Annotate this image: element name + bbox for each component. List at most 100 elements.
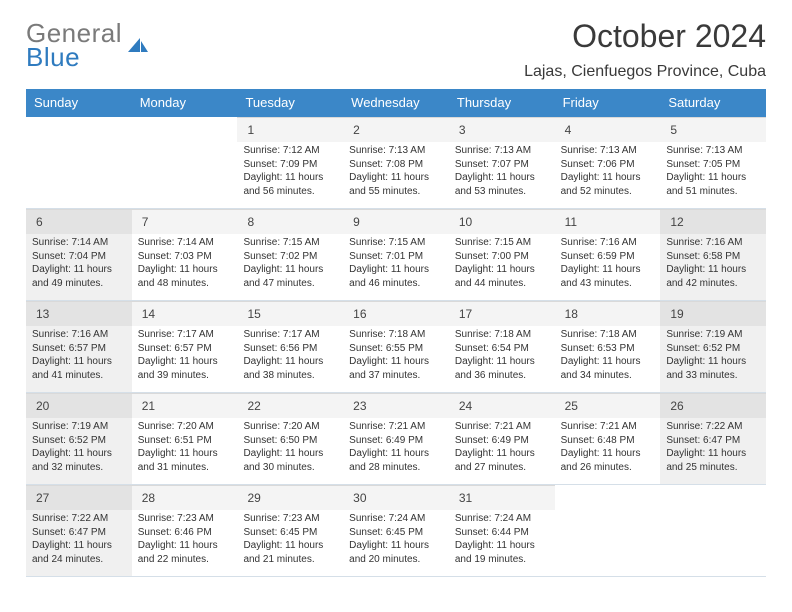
- logo: General Blue: [26, 20, 150, 69]
- daylight-text: Daylight: 11 hours and 37 minutes.: [349, 355, 443, 382]
- day-number: 26: [668, 397, 758, 415]
- day-cell: 30 Sunrise: 7:24 AMSunset: 6:45 PMDayligh…: [343, 485, 449, 576]
- logo-text: General Blue: [26, 20, 122, 69]
- day-number-bar: 21: [132, 394, 238, 418]
- day-number: 4: [563, 121, 653, 139]
- sunrise-text: Sunrise: 7:20 AM: [243, 420, 337, 434]
- daylight-text: Daylight: 11 hours and 53 minutes.: [455, 171, 549, 198]
- day-number: 23: [351, 397, 441, 415]
- sunrise-text: Sunrise: 7:14 AM: [138, 236, 232, 250]
- sunrise-text: Sunrise: 7:15 AM: [243, 236, 337, 250]
- daylight-text: Daylight: 11 hours and 33 minutes.: [666, 355, 760, 382]
- day-info: Sunrise: 7:17 AMSunset: 6:56 PMDaylight:…: [243, 328, 337, 382]
- daylight-text: Daylight: 11 hours and 20 minutes.: [349, 539, 443, 566]
- weekday-header-row: Sunday Monday Tuesday Wednesday Thursday…: [26, 89, 766, 117]
- day-info: Sunrise: 7:21 AMSunset: 6:48 PMDaylight:…: [561, 420, 655, 474]
- day-info: Sunrise: 7:20 AMSunset: 6:50 PMDaylight:…: [243, 420, 337, 474]
- sunset-text: Sunset: 6:47 PM: [666, 434, 760, 448]
- page-header: General Blue October 2024 Lajas, Cienfue…: [26, 18, 766, 81]
- sunrise-text: Sunrise: 7:18 AM: [349, 328, 443, 342]
- week-row: 27Sunrise: 7:22 AMSunset: 6:47 PMDayligh…: [26, 485, 766, 577]
- daylight-text: Daylight: 11 hours and 27 minutes.: [455, 447, 549, 474]
- day-info: Sunrise: 7:22 AMSunset: 6:47 PMDaylight:…: [666, 420, 760, 474]
- day-info: Sunrise: 7:13 AMSunset: 7:08 PMDaylight:…: [349, 144, 443, 198]
- sunrise-text: Sunrise: 7:16 AM: [32, 328, 126, 342]
- day-info: Sunrise: 7:21 AMSunset: 6:49 PMDaylight:…: [455, 420, 549, 474]
- day-number: 11: [563, 213, 653, 231]
- day-cell-empty: [132, 117, 238, 208]
- sunrise-text: Sunrise: 7:18 AM: [561, 328, 655, 342]
- sunset-text: Sunset: 7:05 PM: [666, 158, 760, 172]
- day-number: 10: [457, 213, 547, 231]
- daylight-text: Daylight: 11 hours and 39 minutes.: [138, 355, 232, 382]
- location-text: Lajas, Cienfuegos Province, Cuba: [524, 63, 766, 81]
- sunrise-text: Sunrise: 7:18 AM: [455, 328, 549, 342]
- daylight-text: Daylight: 11 hours and 21 minutes.: [243, 539, 337, 566]
- weekday-monday: Monday: [132, 89, 238, 117]
- day-number: 2: [351, 121, 441, 139]
- sunrise-text: Sunrise: 7:23 AM: [138, 512, 232, 526]
- day-number: 7: [140, 213, 230, 231]
- sunrise-text: Sunrise: 7:23 AM: [243, 512, 337, 526]
- sunset-text: Sunset: 6:44 PM: [455, 526, 549, 540]
- day-cell: 14Sunrise: 7:17 AMSunset: 6:57 PMDayligh…: [132, 301, 238, 392]
- day-info: Sunrise: 7:24 AMSunset: 6:45 PMDaylight:…: [349, 512, 443, 566]
- day-info: Sunrise: 7:14 AMSunset: 7:04 PMDaylight:…: [32, 236, 126, 290]
- day-cell-empty: [660, 485, 766, 576]
- day-number-bar: 9: [343, 210, 449, 234]
- sunset-text: Sunset: 6:48 PM: [561, 434, 655, 448]
- day-cell: 27Sunrise: 7:22 AMSunset: 6:47 PMDayligh…: [26, 485, 132, 576]
- day-cell: 15 Sunrise: 7:17 AMSunset: 6:56 PMDayligh…: [237, 301, 343, 392]
- day-number-bar: 23: [343, 394, 449, 418]
- day-number-bar: 31: [449, 486, 555, 510]
- weekday-sunday: Sunday: [26, 89, 132, 117]
- daylight-text: Daylight: 11 hours and 31 minutes.: [138, 447, 232, 474]
- day-cell: 4 Sunrise: 7:13 AMSunset: 7:06 PMDaylight…: [555, 117, 661, 208]
- daylight-text: Daylight: 11 hours and 34 minutes.: [561, 355, 655, 382]
- sunrise-text: Sunrise: 7:24 AM: [349, 512, 443, 526]
- day-number: 18: [563, 305, 653, 323]
- sunrise-text: Sunrise: 7:22 AM: [32, 512, 126, 526]
- day-info: Sunrise: 7:24 AMSunset: 6:44 PMDaylight:…: [455, 512, 549, 566]
- day-number-bar: 26: [660, 394, 766, 418]
- day-number: 31: [457, 489, 547, 507]
- day-cell: 20Sunrise: 7:19 AMSunset: 6:52 PMDayligh…: [26, 393, 132, 484]
- day-number-bar: 17: [449, 302, 555, 326]
- weekday-tuesday: Tuesday: [237, 89, 343, 117]
- day-number: 27: [34, 489, 124, 507]
- day-cell: 28Sunrise: 7:23 AMSunset: 6:46 PMDayligh…: [132, 485, 238, 576]
- day-info: Sunrise: 7:19 AMSunset: 6:52 PMDaylight:…: [32, 420, 126, 474]
- sunset-text: Sunset: 7:04 PM: [32, 250, 126, 264]
- day-number: 28: [140, 489, 230, 507]
- sail-icon: [126, 36, 150, 54]
- day-number: 25: [563, 397, 653, 415]
- day-number: 1: [245, 121, 335, 139]
- day-number: 12: [668, 213, 758, 231]
- day-number-bar: 6: [26, 210, 132, 234]
- sunrise-text: Sunrise: 7:13 AM: [561, 144, 655, 158]
- day-number-bar: 5: [660, 118, 766, 142]
- day-number-bar: 20: [26, 394, 132, 418]
- day-cell: 21Sunrise: 7:20 AMSunset: 6:51 PMDayligh…: [132, 393, 238, 484]
- day-number-bar: 10: [449, 210, 555, 234]
- day-number: 30: [351, 489, 441, 507]
- day-number: 6: [34, 213, 124, 231]
- sunset-text: Sunset: 6:59 PM: [561, 250, 655, 264]
- calendar: Sunday Monday Tuesday Wednesday Thursday…: [26, 89, 766, 577]
- day-info: Sunrise: 7:13 AMSunset: 7:06 PMDaylight:…: [561, 144, 655, 198]
- day-cell: 25 Sunrise: 7:21 AMSunset: 6:48 PMDayligh…: [555, 393, 661, 484]
- weekday-thursday: Thursday: [449, 89, 555, 117]
- day-number: 17: [457, 305, 547, 323]
- day-number: 15: [245, 305, 335, 323]
- day-number-bar: 13: [26, 302, 132, 326]
- month-title: October 2024: [524, 18, 766, 55]
- day-cell: 9Sunrise: 7:15 AMSunset: 7:01 PMDaylight…: [343, 209, 449, 300]
- daylight-text: Daylight: 11 hours and 56 minutes.: [243, 171, 337, 198]
- daylight-text: Daylight: 11 hours and 55 minutes.: [349, 171, 443, 198]
- day-number-bar: 27: [26, 486, 132, 510]
- day-number-bar: 24: [449, 394, 555, 418]
- day-cell: 11Sunrise: 7:16 AMSunset: 6:59 PMDayligh…: [555, 209, 661, 300]
- day-number: 8: [245, 213, 335, 231]
- day-number: 21: [140, 397, 230, 415]
- day-number-bar: 1: [237, 118, 343, 142]
